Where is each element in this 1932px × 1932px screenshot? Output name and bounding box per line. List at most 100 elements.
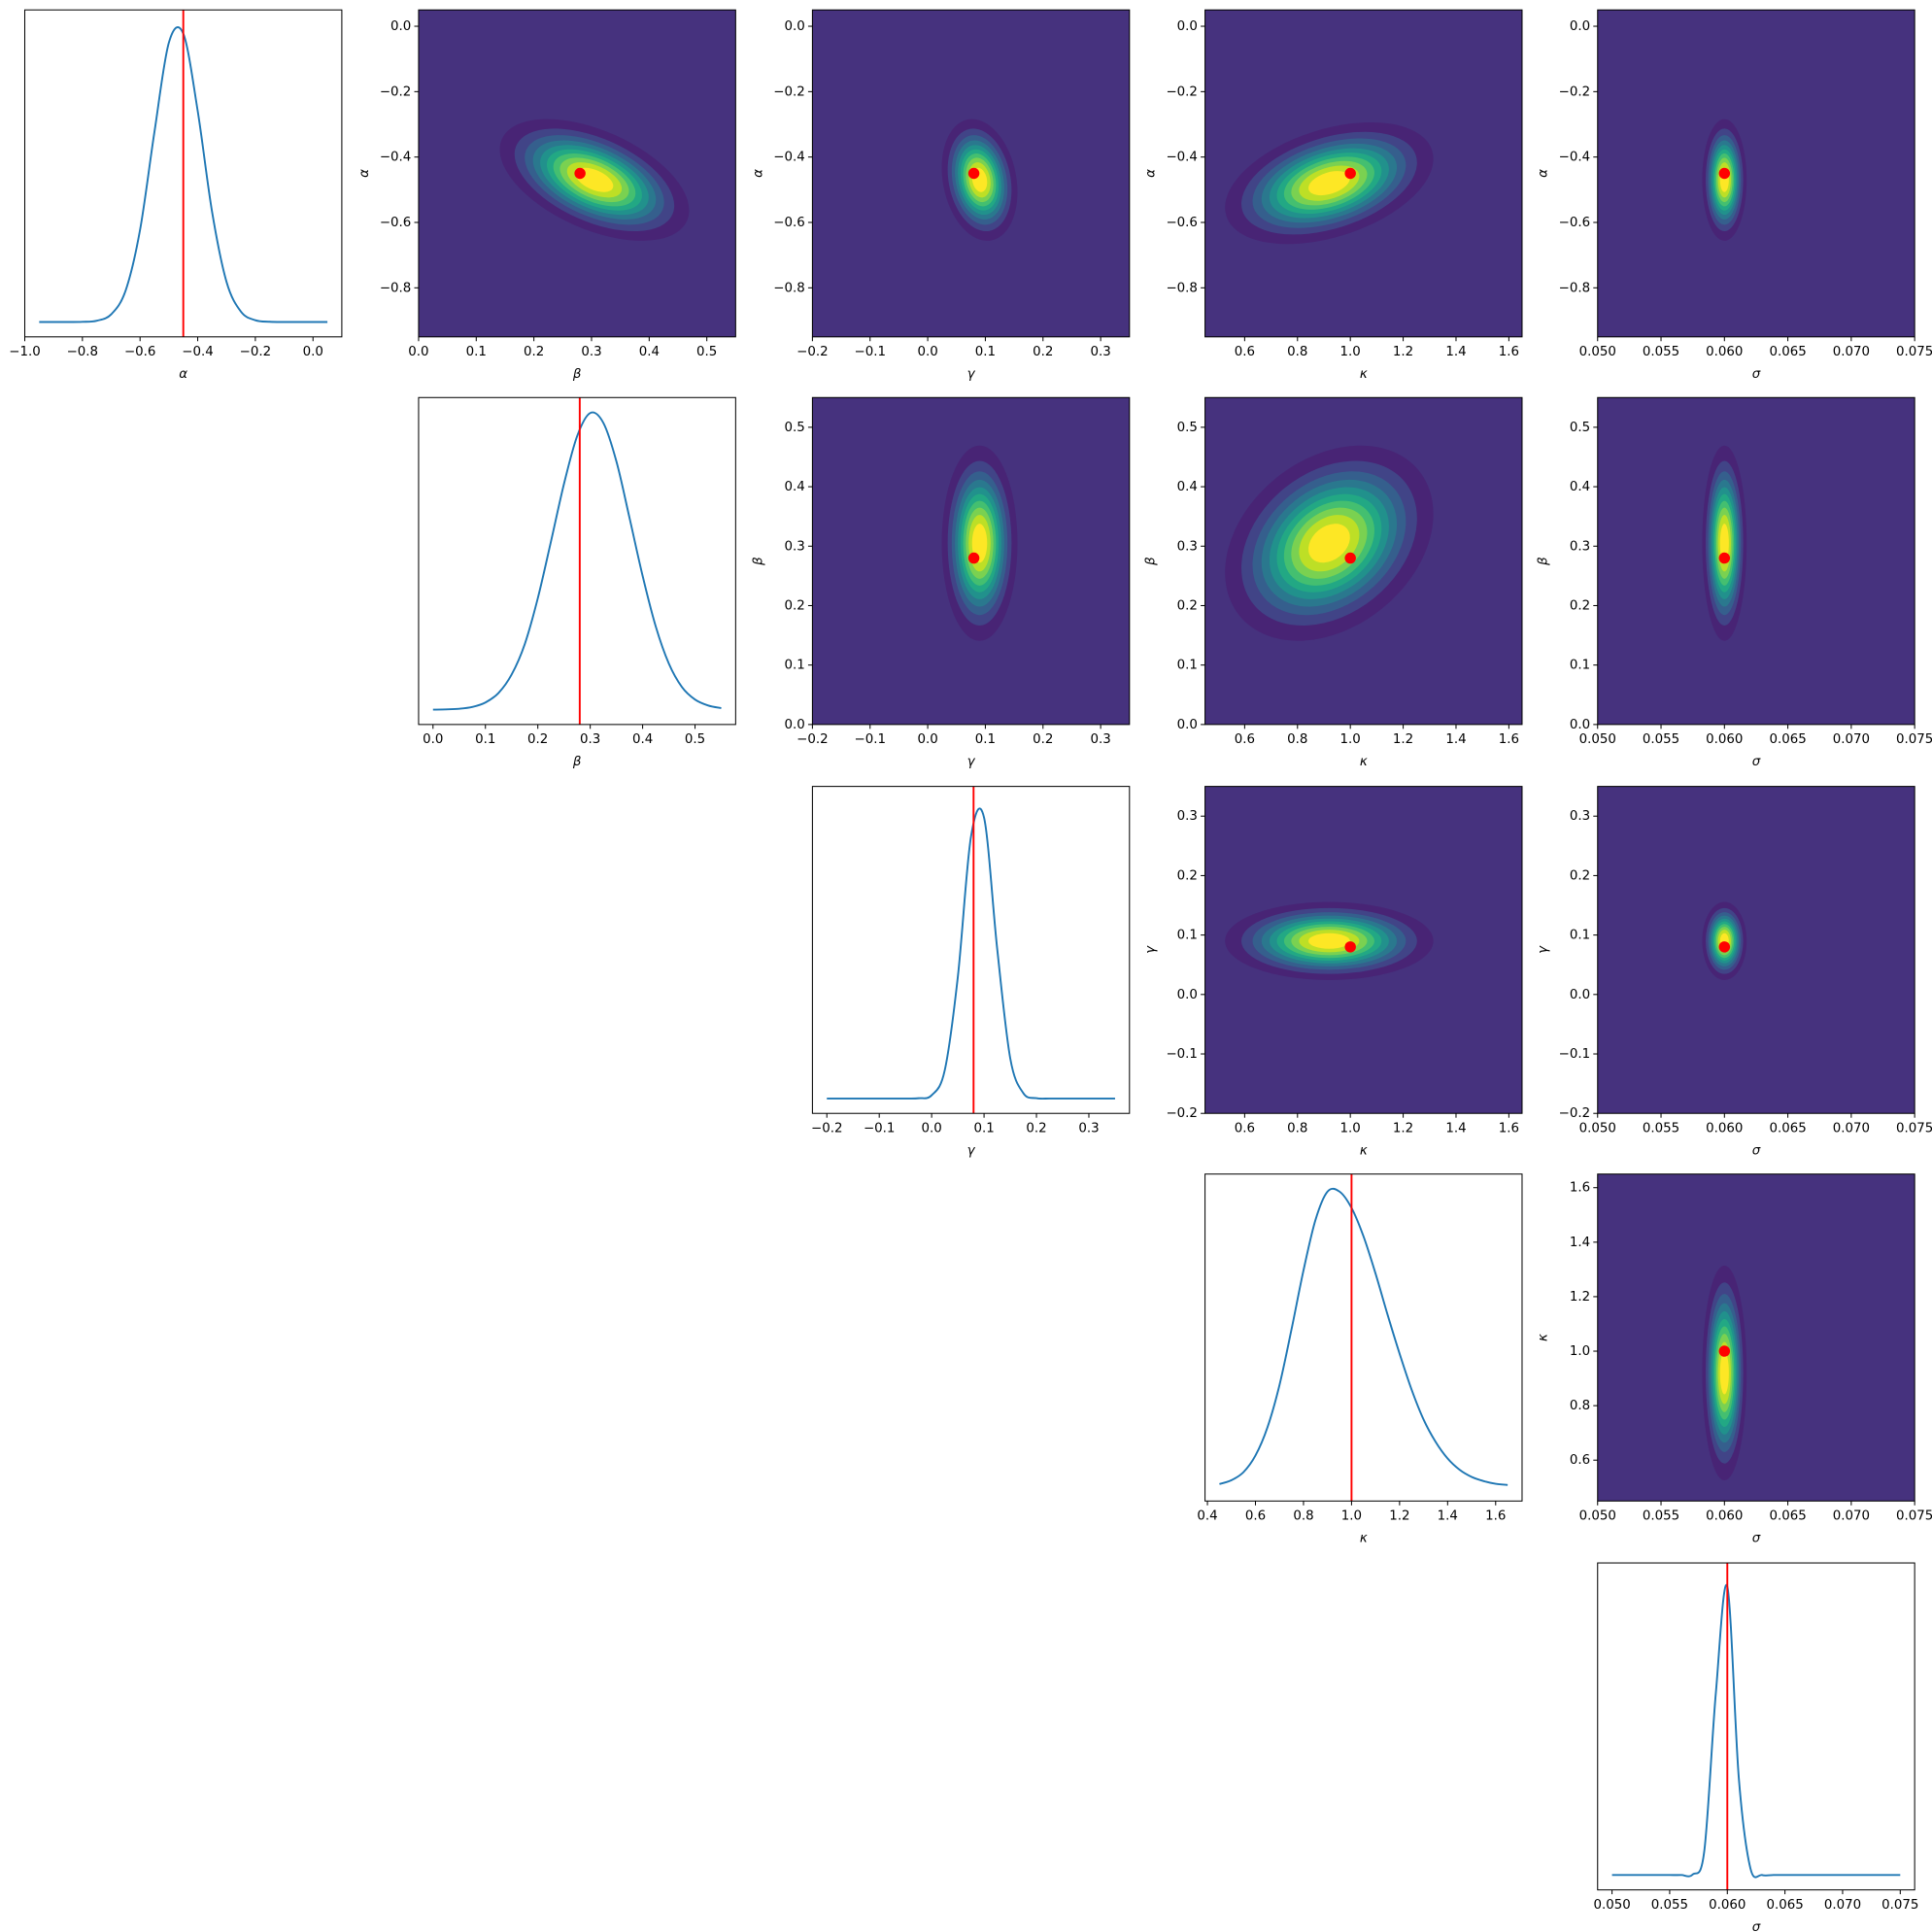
x-tick-label: −0.1 bbox=[855, 732, 886, 747]
x-tick-label: 0.055 bbox=[1643, 345, 1679, 359]
contour-level bbox=[1719, 1351, 1729, 1395]
y-tick-label: 0.4 bbox=[784, 480, 804, 494]
x-axis-label: γ bbox=[967, 1143, 976, 1158]
x-tick-label: 0.075 bbox=[1896, 1509, 1932, 1524]
y-tick-label: −0.8 bbox=[1166, 281, 1197, 295]
contour-level bbox=[1308, 524, 1350, 563]
y-tick-label: −0.2 bbox=[1166, 1106, 1197, 1121]
y-tick-label: 0.2 bbox=[1177, 868, 1198, 883]
x-tick-label: −1.0 bbox=[9, 345, 40, 359]
x-tick-label: 0.070 bbox=[1833, 1509, 1870, 1524]
x-tick-label: 0.4 bbox=[1197, 1509, 1217, 1524]
x-tick-label: 0.0 bbox=[423, 732, 443, 747]
x-tick-label: 0.075 bbox=[1896, 732, 1932, 747]
x-tick-label: 0.060 bbox=[1706, 732, 1743, 747]
y-axis-label: α bbox=[1537, 169, 1551, 178]
y-tick-label: 0.3 bbox=[1177, 539, 1198, 554]
axes-frame bbox=[1204, 396, 1523, 726]
axes-frame bbox=[1597, 1173, 1915, 1502]
y-tick-label: −0.4 bbox=[380, 151, 411, 165]
panel: 0.6 0.8 1.0 1.2 1.4 1.6 −0.2 −0.1 0.0 0.1 0.2 0.3 κ γ bbox=[1143, 786, 1523, 1158]
plot-area bbox=[812, 397, 1130, 725]
x-axis-label: κ bbox=[1360, 1532, 1368, 1546]
y-tick-label: −0.1 bbox=[1559, 1047, 1590, 1062]
x-tick-label: 0.050 bbox=[1593, 1898, 1630, 1913]
y-tick-label: −0.8 bbox=[773, 281, 804, 295]
x-tick-label: 0.1 bbox=[466, 345, 487, 359]
plot-area bbox=[812, 10, 1130, 337]
x-tick-label: 0.0 bbox=[408, 345, 428, 359]
truth-point bbox=[1718, 167, 1731, 180]
contour-level bbox=[1308, 932, 1350, 949]
plot-area bbox=[1204, 397, 1522, 725]
y-tick-label: 0.3 bbox=[784, 539, 804, 554]
contour-level bbox=[1719, 524, 1729, 563]
x-tick-label: 0.065 bbox=[1769, 1122, 1806, 1136]
y-tick-label: 0.1 bbox=[1177, 929, 1198, 943]
x-tick-label: 1.4 bbox=[1445, 1122, 1466, 1136]
y-axis-label: γ bbox=[1143, 945, 1158, 954]
axes-frame bbox=[811, 9, 1131, 338]
x-tick-label: 1.0 bbox=[1340, 1122, 1361, 1136]
y-tick-label: 0.6 bbox=[1570, 1453, 1590, 1468]
x-tick-label: 0.3 bbox=[580, 732, 600, 747]
panel: 0.050 0.055 0.060 0.065 0.070 0.075 0.0 0.1 0.2 0… bbox=[1537, 396, 1932, 769]
x-axis-label: β bbox=[572, 367, 582, 382]
y-tick-label: 0.5 bbox=[784, 421, 804, 435]
density-line bbox=[432, 411, 722, 711]
x-tick-label: 0.060 bbox=[1706, 345, 1743, 359]
x-axis-label: γ bbox=[967, 755, 976, 769]
y-tick-label: 0.3 bbox=[1570, 809, 1590, 824]
x-tick-label: 0.0 bbox=[917, 732, 937, 747]
x-tick-label: 0.060 bbox=[1706, 1509, 1743, 1524]
y-axis-label: α bbox=[357, 169, 372, 178]
y-tick-label: 1.6 bbox=[1570, 1181, 1590, 1196]
x-axis-label: α bbox=[179, 367, 187, 382]
panel: 0.4 0.6 0.8 1.0 1.2 1.4 1.6 κ bbox=[1197, 1173, 1523, 1546]
axes-frame bbox=[1204, 1173, 1523, 1502]
x-tick-label: −0.1 bbox=[855, 345, 886, 359]
x-tick-label: 0.3 bbox=[581, 345, 601, 359]
x-tick-label: 0.2 bbox=[1026, 1122, 1046, 1136]
truth-point bbox=[1718, 1345, 1731, 1357]
contour-level bbox=[1308, 171, 1350, 196]
y-tick-label: −0.4 bbox=[1559, 151, 1590, 165]
x-tick-label: 0.0 bbox=[921, 1122, 941, 1136]
y-tick-label: 0.1 bbox=[1570, 929, 1590, 943]
axes-frame bbox=[811, 396, 1131, 726]
plot-area bbox=[432, 397, 722, 725]
plot-area bbox=[1597, 786, 1915, 1114]
y-tick-label: −0.8 bbox=[380, 281, 411, 295]
y-tick-label: 0.1 bbox=[784, 659, 804, 673]
panel: 0.6 0.8 1.0 1.2 1.4 1.6 −0.8 −0.6 −0.4 −0.2 0.0 κ α bbox=[1143, 9, 1523, 382]
x-tick-label: 0.2 bbox=[527, 732, 548, 747]
x-tick-label: 0.065 bbox=[1769, 1509, 1806, 1524]
x-tick-label: 0.060 bbox=[1706, 1122, 1743, 1136]
x-tick-label: 0.2 bbox=[1033, 732, 1053, 747]
x-tick-label: 0.3 bbox=[1090, 732, 1110, 747]
x-tick-label: −0.2 bbox=[240, 345, 271, 359]
x-axis-label: κ bbox=[1360, 755, 1368, 769]
axes-frame bbox=[1597, 786, 1915, 1114]
x-axis-label: σ bbox=[1752, 755, 1761, 769]
y-tick-label: 0.0 bbox=[1177, 718, 1198, 732]
y-tick-label: 0.0 bbox=[1570, 19, 1590, 34]
y-axis-label: γ bbox=[1537, 945, 1551, 954]
x-tick-label: −0.2 bbox=[797, 345, 828, 359]
panel: 0.050 0.055 0.060 0.065 0.070 0.075 σ bbox=[1593, 1562, 1918, 1932]
truth-point bbox=[1718, 941, 1731, 953]
y-tick-label: 0.0 bbox=[784, 718, 804, 732]
plot-area bbox=[1597, 10, 1915, 337]
y-tick-label: 0.1 bbox=[1177, 659, 1198, 673]
y-tick-label: −0.6 bbox=[380, 216, 411, 230]
x-tick-label: −0.1 bbox=[864, 1122, 895, 1136]
x-tick-label: 0.060 bbox=[1709, 1898, 1746, 1913]
y-axis-label: β bbox=[751, 557, 765, 566]
x-tick-label: 0.4 bbox=[632, 732, 653, 747]
y-tick-label: −0.4 bbox=[1166, 151, 1197, 165]
y-tick-label: −0.8 bbox=[1559, 281, 1590, 295]
y-tick-label: −0.6 bbox=[1166, 216, 1197, 230]
axes-frame bbox=[1204, 786, 1523, 1114]
y-tick-label: 0.0 bbox=[1177, 988, 1198, 1002]
x-axis-label: σ bbox=[1752, 367, 1761, 382]
